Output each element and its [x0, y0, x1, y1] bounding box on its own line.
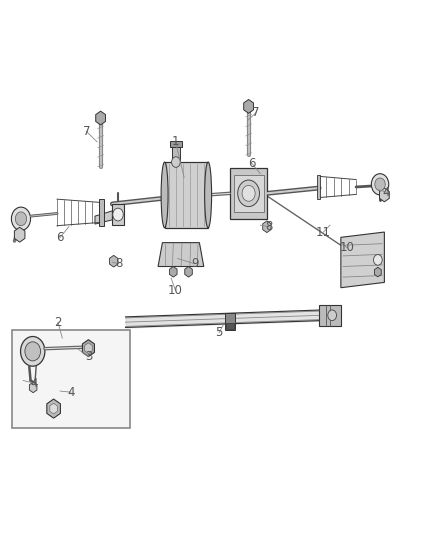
Circle shape [15, 212, 27, 225]
Text: 10: 10 [340, 241, 355, 254]
Bar [233, 174, 264, 212]
Bar [225, 313, 235, 330]
Text: 4: 4 [383, 186, 390, 199]
Text: 4: 4 [30, 377, 38, 390]
Text: 6: 6 [57, 231, 64, 244]
Polygon shape [374, 267, 381, 277]
Bar [230, 168, 267, 219]
Text: 3: 3 [85, 350, 92, 363]
Bar [99, 199, 104, 225]
Bar [165, 162, 208, 228]
Polygon shape [96, 111, 106, 125]
Circle shape [328, 310, 336, 320]
Polygon shape [170, 266, 177, 277]
Polygon shape [263, 221, 271, 232]
Text: 11: 11 [316, 225, 331, 239]
Circle shape [25, 342, 41, 361]
Bar [12, 330, 130, 428]
Polygon shape [50, 403, 57, 414]
Polygon shape [185, 266, 192, 277]
Text: 7: 7 [82, 125, 90, 138]
Ellipse shape [205, 162, 212, 228]
Bar [317, 175, 321, 199]
Polygon shape [244, 100, 254, 114]
Polygon shape [14, 227, 25, 242]
Text: 5: 5 [215, 326, 223, 340]
Polygon shape [379, 188, 389, 202]
Polygon shape [82, 340, 95, 357]
Polygon shape [158, 243, 204, 266]
Bar [319, 305, 341, 326]
Polygon shape [113, 204, 124, 225]
Text: 6: 6 [248, 157, 255, 169]
Text: 1: 1 [172, 135, 179, 148]
Circle shape [375, 178, 385, 191]
Polygon shape [47, 399, 60, 418]
Polygon shape [85, 343, 92, 353]
Text: 8: 8 [265, 220, 273, 233]
Circle shape [113, 208, 123, 221]
Circle shape [238, 180, 259, 207]
Bar [172, 146, 180, 163]
Polygon shape [95, 211, 113, 224]
Text: 9: 9 [191, 257, 199, 270]
Circle shape [11, 207, 31, 230]
Text: 8: 8 [115, 257, 123, 270]
Circle shape [21, 336, 45, 366]
Polygon shape [341, 232, 385, 288]
Polygon shape [29, 382, 37, 393]
Bar [170, 141, 182, 147]
Text: 2: 2 [54, 316, 62, 329]
Circle shape [242, 185, 255, 201]
Bar [226, 323, 234, 328]
Text: 7: 7 [252, 106, 260, 119]
Circle shape [371, 174, 389, 195]
Circle shape [374, 255, 382, 265]
Text: 10: 10 [168, 284, 183, 297]
Circle shape [172, 157, 180, 167]
Text: 4: 4 [67, 386, 75, 399]
Ellipse shape [161, 162, 168, 228]
Polygon shape [110, 255, 118, 267]
